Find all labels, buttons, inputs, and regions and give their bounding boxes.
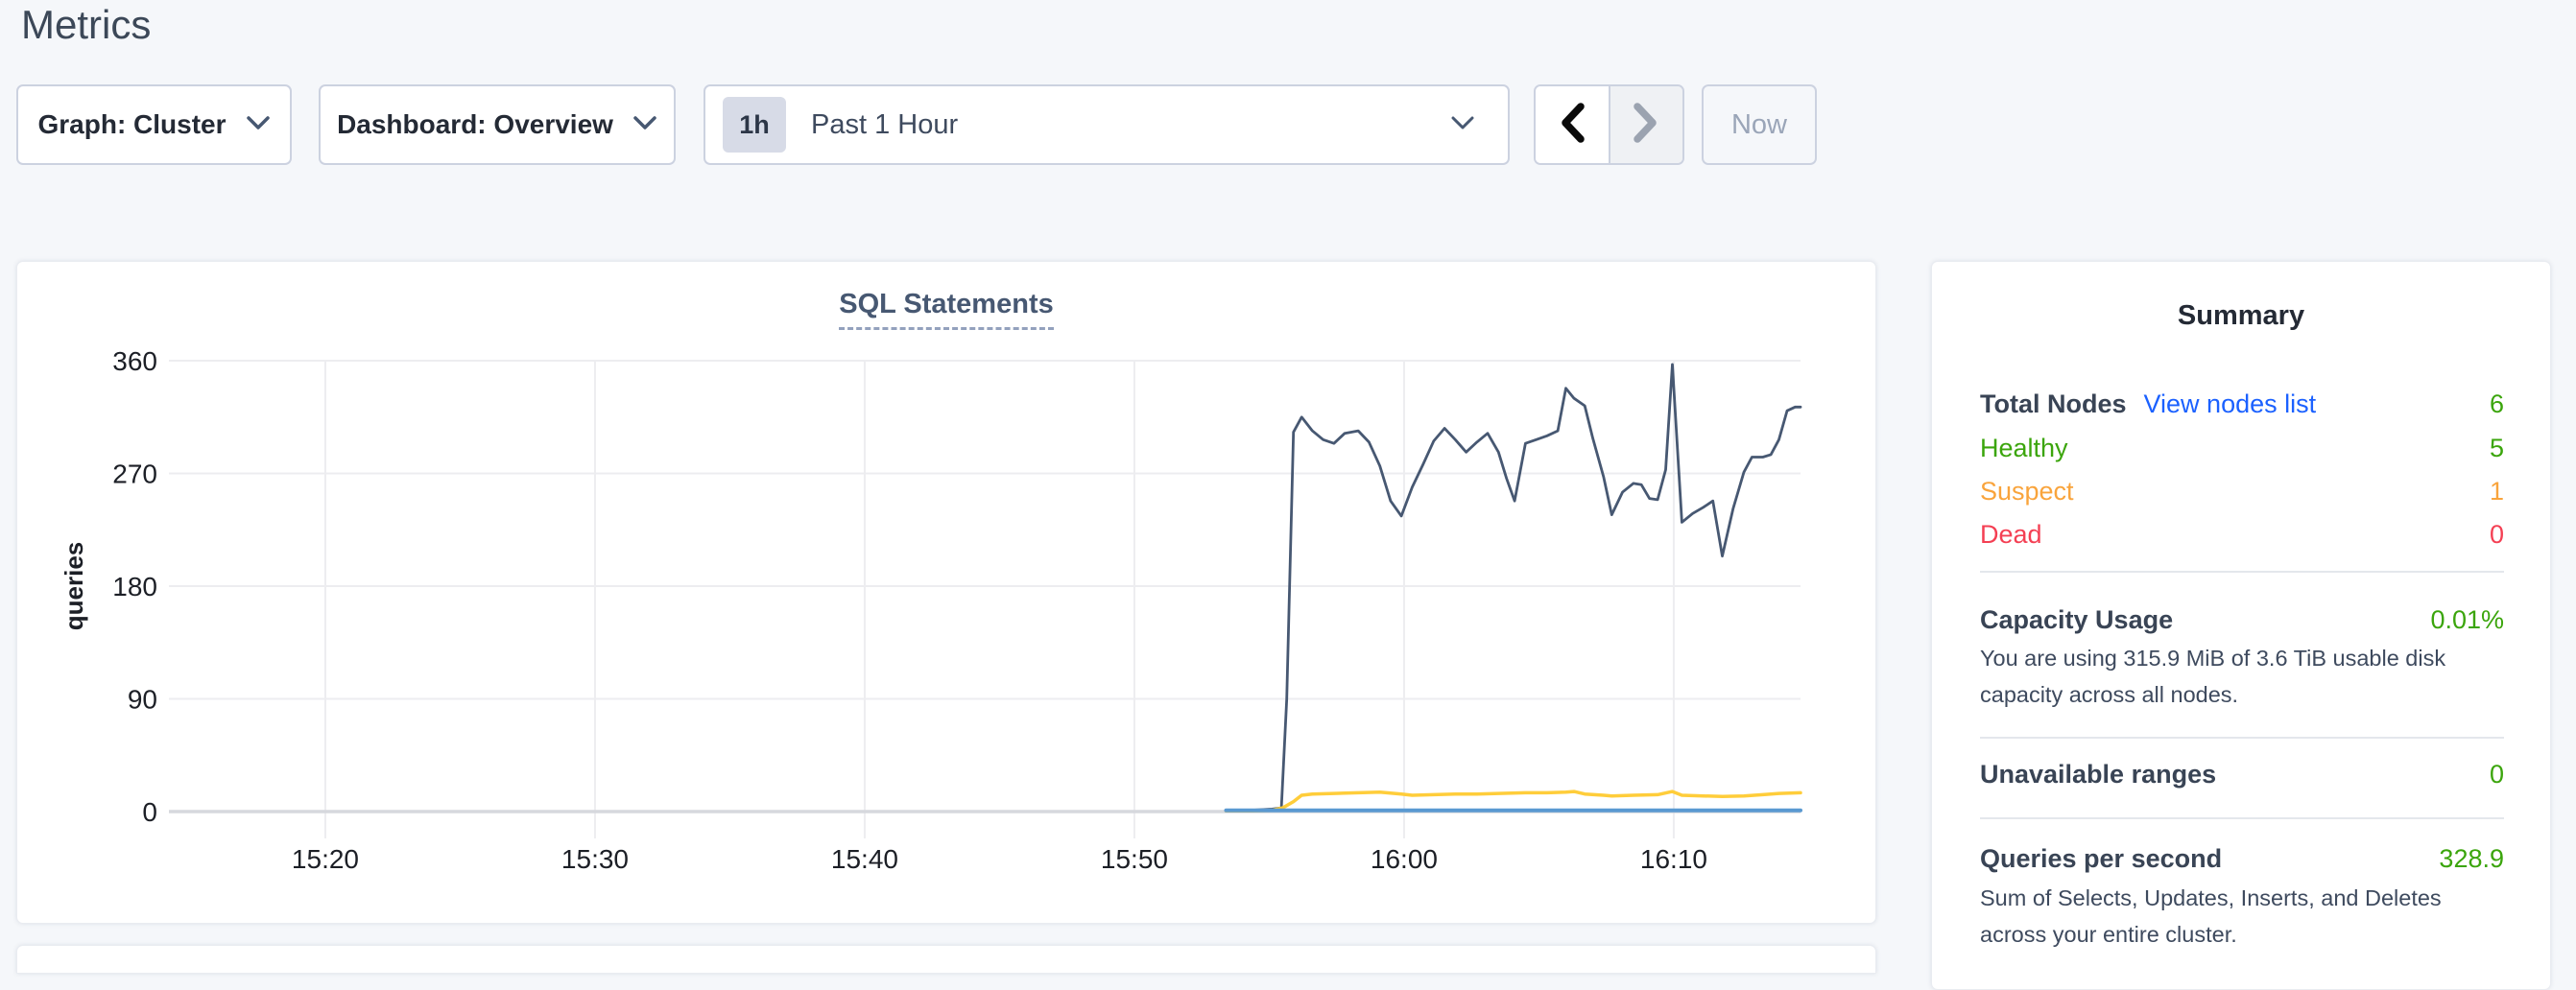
dashboard-dropdown[interactable]: Dashboard: Overview [319,84,676,165]
svg-text:queries: queries [60,542,88,631]
view-nodes-list-link[interactable]: View nodes list [2143,389,2317,418]
healthy-value: 5 [2489,433,2504,462]
chevron-down-icon [632,114,657,136]
divider [1980,737,2504,739]
svg-text:0: 0 [142,797,157,827]
page-title: Metrics [21,2,152,47]
svg-text:16:10: 16:10 [1640,844,1707,874]
time-range-selector[interactable]: 1h Past 1 Hour [704,84,1510,165]
time-range-label: Past 1 Hour [811,108,959,140]
suspect-label: Suspect [1980,476,2074,506]
queries-per-second-description: Sum of Selects, Updates, Inserts, and De… [1980,885,2442,947]
summary-panel: Summary Total Nodes View nodes list 6 He… [1931,261,2551,990]
dead-value: 0 [2489,519,2504,549]
total-nodes-row: Total Nodes View nodes list 6 [1980,385,2504,423]
svg-text:15:40: 15:40 [831,844,898,874]
chevron-right-icon [1632,102,1660,149]
total-nodes-value: 6 [2489,389,2504,418]
unavailable-ranges-row: Unavailable ranges 0 [1980,755,2504,793]
queries-per-second-row: Queries per second 328.9 [1980,839,2504,878]
queries-per-second-label: Queries per second [1980,843,2223,873]
suspect-nodes-row: Suspect 1 [1980,472,2504,510]
divider [1980,571,2504,573]
graph-dropdown-label: Graph: Cluster [37,109,227,139]
svg-text:360: 360 [112,346,157,376]
summary-title: Summary [2177,300,2305,331]
healthy-nodes-row: Healthy 5 [1980,429,2504,467]
capacity-usage-label: Capacity Usage [1980,604,2174,634]
dead-nodes-row: Dead 0 [1980,515,2504,554]
total-nodes-label: Total Nodes [1980,389,2127,418]
svg-text:16:00: 16:00 [1371,844,1438,874]
svg-text:15:50: 15:50 [1101,844,1168,874]
svg-text:90: 90 [128,685,157,715]
next-time-button[interactable] [1608,86,1682,163]
capacity-usage-value: 0.01% [2430,604,2504,634]
chevron-left-icon [1558,102,1586,149]
now-button[interactable]: Now [1702,84,1817,165]
svg-text:180: 180 [112,572,157,601]
sql-statements-chart[interactable]: 15:20 15:30 15:40 15:50 16:00 16:10 0 90 180 270 3… [17,262,1877,895]
capacity-usage-description: You are using 315.9 MiB of 3.6 TiB usabl… [1980,646,2446,707]
previous-time-button[interactable] [1536,86,1609,163]
time-range-badge: 1h [723,97,786,153]
dashboard-dropdown-label: Dashboard: Overview [337,109,613,139]
divider [1980,817,2504,819]
chart-title-row: SQL Statements [17,289,1875,330]
capacity-usage-row: Capacity Usage 0.01% [1980,601,2504,639]
time-step-buttons [1534,84,1684,165]
svg-text:15:30: 15:30 [561,844,629,874]
sql-statements-chart-card: SQL Statements 15:20 15:30 15:40 15:50 16:00… [16,261,1876,924]
suspect-value: 1 [2489,476,2504,506]
queries-per-second-value: 328.9 [2439,843,2504,873]
unavailable-ranges-label: Unavailable ranges [1980,759,2217,789]
unavailable-ranges-value: 0 [2489,759,2504,789]
chevron-down-icon [246,114,271,136]
chart-title[interactable]: SQL Statements [839,289,1054,330]
healthy-label: Healthy [1980,433,2068,462]
svg-text:15:20: 15:20 [292,844,359,874]
svg-text:270: 270 [112,460,157,489]
chevron-down-icon [1450,114,1475,136]
graph-dropdown[interactable]: Graph: Cluster [16,84,292,165]
dead-label: Dead [1980,519,2042,549]
